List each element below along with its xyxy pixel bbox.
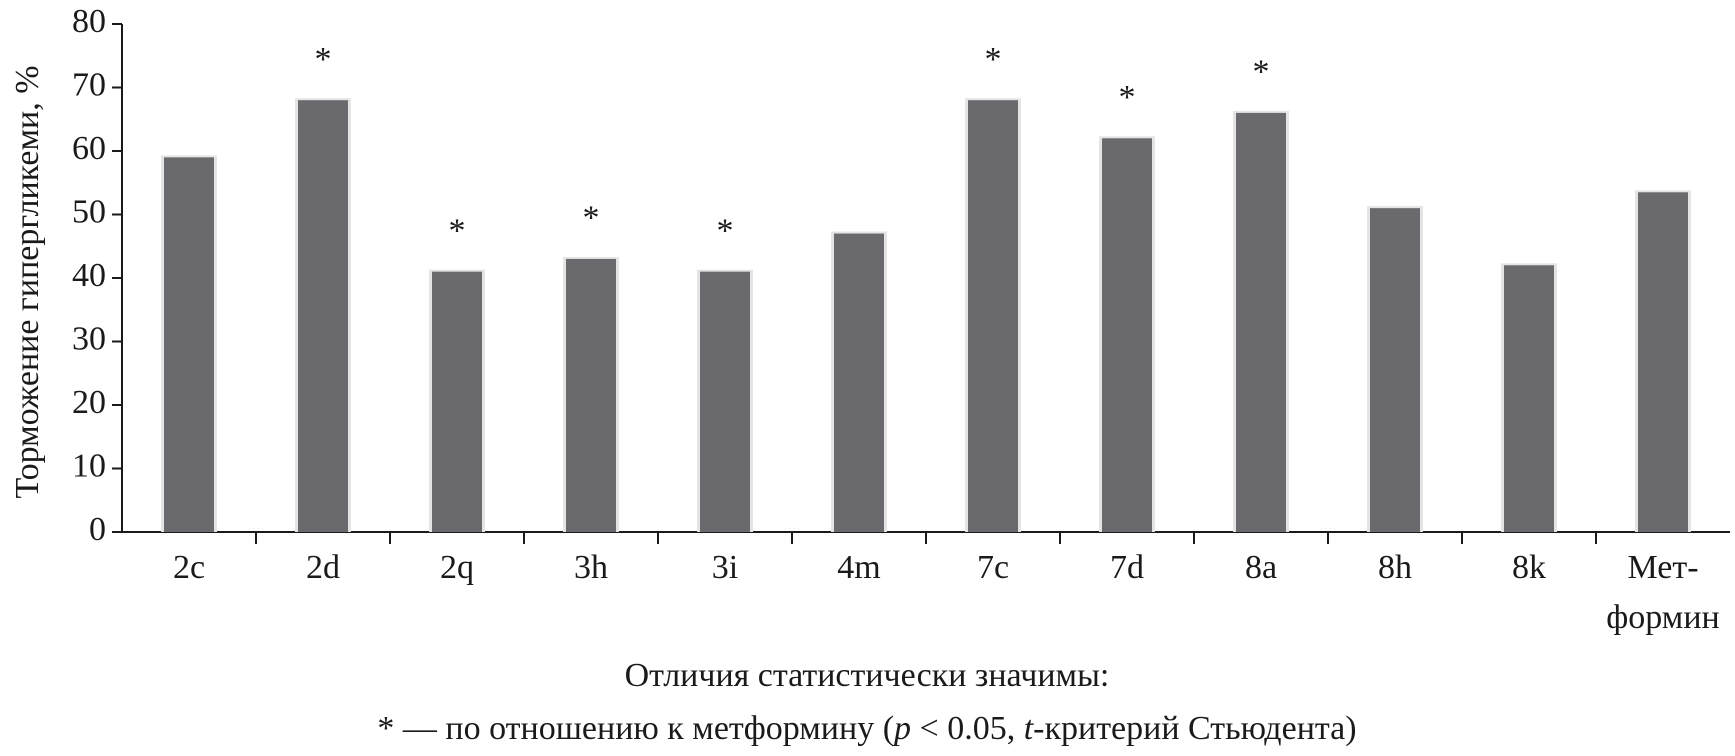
bar xyxy=(1236,112,1286,533)
x-tick-label: 4m xyxy=(837,549,880,586)
significance-mark: * xyxy=(717,212,734,249)
note-part: * — по отношению к метформину ( xyxy=(377,710,894,747)
bar xyxy=(164,157,214,532)
significance-mark: * xyxy=(1119,79,1136,116)
bar xyxy=(1102,138,1152,533)
y-tick-label: 50 xyxy=(72,193,106,230)
significance-mark: * xyxy=(315,41,332,78)
y-tick-label: 10 xyxy=(72,447,106,484)
y-tick-label: 60 xyxy=(72,130,106,167)
y-axis-title: Торможение гипергликеми, % xyxy=(9,65,46,498)
x-tick-label: 2c xyxy=(173,549,205,586)
bar xyxy=(1370,208,1420,532)
x-tick-label-line: формин xyxy=(1606,599,1719,636)
significance-mark: * xyxy=(985,41,1002,78)
note-part: p xyxy=(892,710,911,747)
y-tick-label: 0 xyxy=(89,511,106,548)
note: * — по отношению к метформину (p < 0.05,… xyxy=(377,710,1356,747)
x-tick-label: 8h xyxy=(1378,549,1412,586)
note-part: < 0.05, xyxy=(911,710,1024,747)
bar xyxy=(700,271,750,532)
x-tick-label: 3i xyxy=(712,549,738,586)
x-tick-label: 2q xyxy=(440,549,474,586)
bar xyxy=(566,258,616,532)
bar xyxy=(1638,192,1688,532)
x-tick-label: 2d xyxy=(306,549,340,586)
x-tick-label-line: Мет- xyxy=(1627,549,1698,586)
y-tick-label: 40 xyxy=(72,257,106,294)
note-title: Отличия статистически значимы: xyxy=(625,657,1110,694)
significance-mark: * xyxy=(449,212,466,249)
bar xyxy=(1504,265,1554,532)
note-part: -критерий Стьюдента) xyxy=(1033,710,1356,747)
significance-mark: * xyxy=(583,200,600,237)
bar xyxy=(968,100,1018,532)
y-tick-label: 30 xyxy=(72,320,106,357)
y-tick-label: 70 xyxy=(72,66,106,103)
significance-mark: * xyxy=(1253,54,1270,91)
y-tick-label: 20 xyxy=(72,384,106,421)
x-tick-label: 3h xyxy=(574,549,608,586)
x-tick-label: Мет-формин xyxy=(1606,549,1719,636)
bar xyxy=(298,100,348,532)
y-tick-label: 80 xyxy=(72,3,106,40)
bar xyxy=(834,233,884,533)
x-tick-label: 7c xyxy=(977,549,1009,586)
x-tick-label: 7d xyxy=(1110,549,1144,586)
bar xyxy=(432,271,482,532)
note-part: t xyxy=(1024,710,1035,747)
x-tick-label: 8k xyxy=(1512,549,1546,586)
x-tick-label: 8a xyxy=(1245,549,1277,586)
